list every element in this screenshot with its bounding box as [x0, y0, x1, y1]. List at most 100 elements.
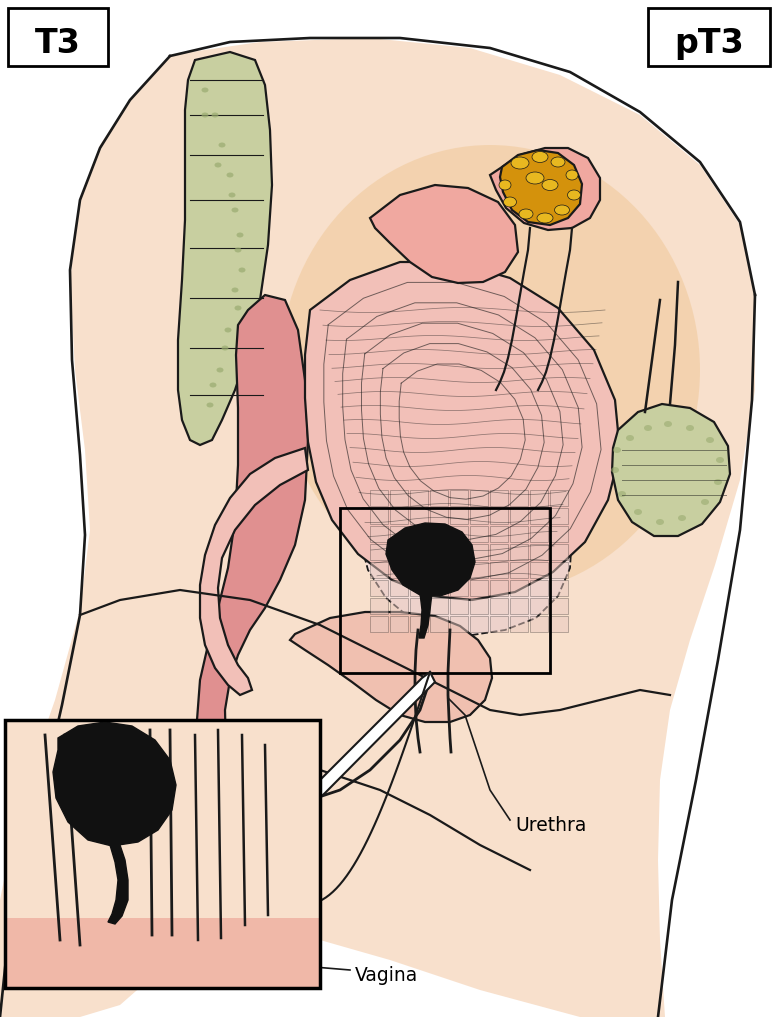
Bar — [390, 544, 408, 560]
Bar — [550, 490, 568, 506]
Bar — [550, 526, 568, 542]
Bar — [470, 562, 488, 578]
Bar — [450, 544, 468, 560]
Ellipse shape — [532, 152, 548, 163]
Bar — [550, 580, 568, 596]
Ellipse shape — [221, 346, 228, 351]
Bar — [450, 580, 468, 596]
Ellipse shape — [566, 170, 578, 180]
Ellipse shape — [228, 192, 235, 197]
Ellipse shape — [202, 113, 209, 118]
Bar — [370, 616, 388, 632]
Bar — [410, 562, 428, 578]
Bar — [410, 616, 428, 632]
Ellipse shape — [701, 499, 709, 505]
Polygon shape — [370, 185, 518, 283]
Polygon shape — [197, 295, 308, 800]
Polygon shape — [260, 672, 435, 820]
Bar — [450, 562, 468, 578]
Ellipse shape — [706, 437, 714, 443]
Bar — [530, 598, 548, 614]
Polygon shape — [290, 612, 492, 722]
Bar — [430, 562, 448, 578]
Ellipse shape — [238, 267, 245, 273]
Bar — [390, 562, 408, 578]
Ellipse shape — [202, 87, 209, 93]
Polygon shape — [0, 38, 755, 1017]
Bar — [390, 490, 408, 506]
Bar — [450, 616, 468, 632]
Bar — [530, 562, 548, 578]
Bar — [390, 508, 408, 524]
Ellipse shape — [237, 233, 244, 238]
Ellipse shape — [231, 207, 238, 213]
Polygon shape — [360, 462, 572, 635]
Bar — [8, 8, 108, 66]
Polygon shape — [386, 523, 475, 596]
Bar — [340, 508, 550, 673]
Bar — [490, 544, 508, 560]
Bar — [530, 616, 548, 632]
Bar — [470, 508, 488, 524]
Bar — [550, 508, 568, 524]
Ellipse shape — [217, 367, 224, 372]
Bar — [530, 490, 548, 506]
Bar — [648, 8, 770, 66]
Bar — [530, 526, 548, 542]
Bar — [450, 490, 468, 506]
Bar — [5, 720, 320, 988]
Bar — [470, 598, 488, 614]
Bar — [450, 508, 468, 524]
Bar — [490, 562, 508, 578]
Polygon shape — [612, 404, 730, 536]
Text: T3: T3 — [35, 26, 81, 60]
Bar — [490, 526, 508, 542]
Bar — [490, 580, 508, 596]
Bar — [370, 598, 388, 614]
Bar — [430, 580, 448, 596]
Bar — [510, 544, 528, 560]
Ellipse shape — [678, 515, 686, 521]
Ellipse shape — [503, 197, 516, 207]
Bar — [390, 580, 408, 596]
Ellipse shape — [716, 457, 724, 463]
Ellipse shape — [526, 172, 544, 184]
Polygon shape — [178, 52, 272, 445]
Ellipse shape — [567, 190, 580, 200]
Bar — [510, 598, 528, 614]
Ellipse shape — [499, 180, 511, 190]
Bar — [470, 580, 488, 596]
Bar — [510, 616, 528, 632]
Ellipse shape — [634, 508, 642, 515]
Ellipse shape — [234, 305, 241, 310]
Bar — [490, 616, 508, 632]
Bar — [450, 598, 468, 614]
Text: Vagina: Vagina — [355, 965, 418, 984]
Ellipse shape — [714, 479, 722, 485]
Bar — [550, 544, 568, 560]
Polygon shape — [200, 448, 308, 695]
Ellipse shape — [613, 447, 621, 453]
Bar — [510, 490, 528, 506]
Bar — [390, 616, 408, 632]
Ellipse shape — [626, 435, 634, 441]
Bar — [370, 490, 388, 506]
Bar — [410, 580, 428, 596]
Ellipse shape — [511, 157, 529, 169]
Bar — [430, 616, 448, 632]
Bar — [370, 544, 388, 560]
Bar — [430, 598, 448, 614]
Bar — [430, 508, 448, 524]
Bar — [490, 490, 508, 506]
Polygon shape — [108, 845, 128, 924]
Ellipse shape — [218, 142, 225, 147]
Bar — [430, 544, 448, 560]
Polygon shape — [490, 148, 600, 230]
Ellipse shape — [537, 213, 553, 223]
Ellipse shape — [519, 210, 533, 219]
Ellipse shape — [231, 288, 238, 293]
Bar — [5, 720, 320, 988]
Bar — [5, 918, 320, 988]
Bar — [450, 526, 468, 542]
Polygon shape — [419, 593, 432, 638]
